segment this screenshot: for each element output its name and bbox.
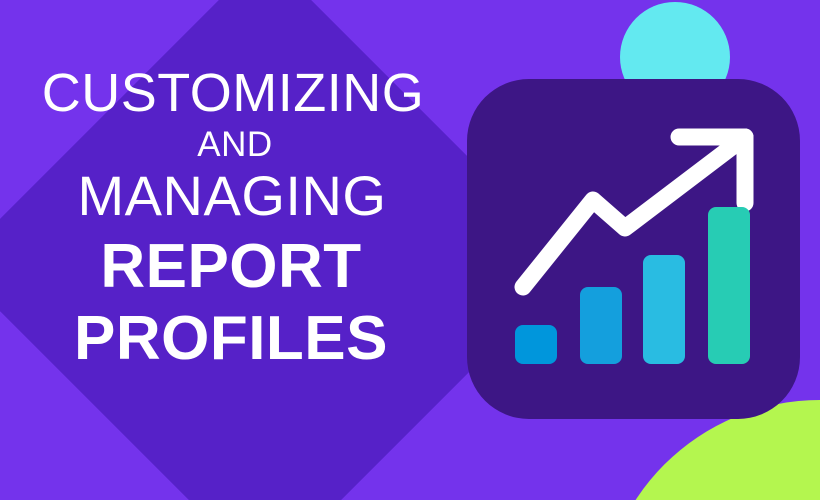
title-line-customizing: CUSTOMIZING — [41, 63, 425, 123]
title-line-managing: MANAGING — [77, 164, 387, 227]
rising-trend-arrow — [514, 128, 754, 296]
title-line-report: REPORT — [100, 232, 362, 301]
chart-bar-2 — [580, 287, 622, 364]
page-title: CUSTOMIZING AND MANAGING REPORT PROFILES — [0, 66, 470, 370]
title-line-profiles: PROFILES — [73, 304, 389, 373]
title-line-and: AND — [197, 125, 273, 164]
chart-bar-4 — [708, 207, 750, 364]
growth-bar-chart-icon — [514, 128, 754, 364]
chart-bar-1 — [515, 325, 557, 364]
growth-bar-chart-with-rising-arrow-card — [467, 79, 800, 419]
chart-bar-3 — [643, 255, 685, 364]
